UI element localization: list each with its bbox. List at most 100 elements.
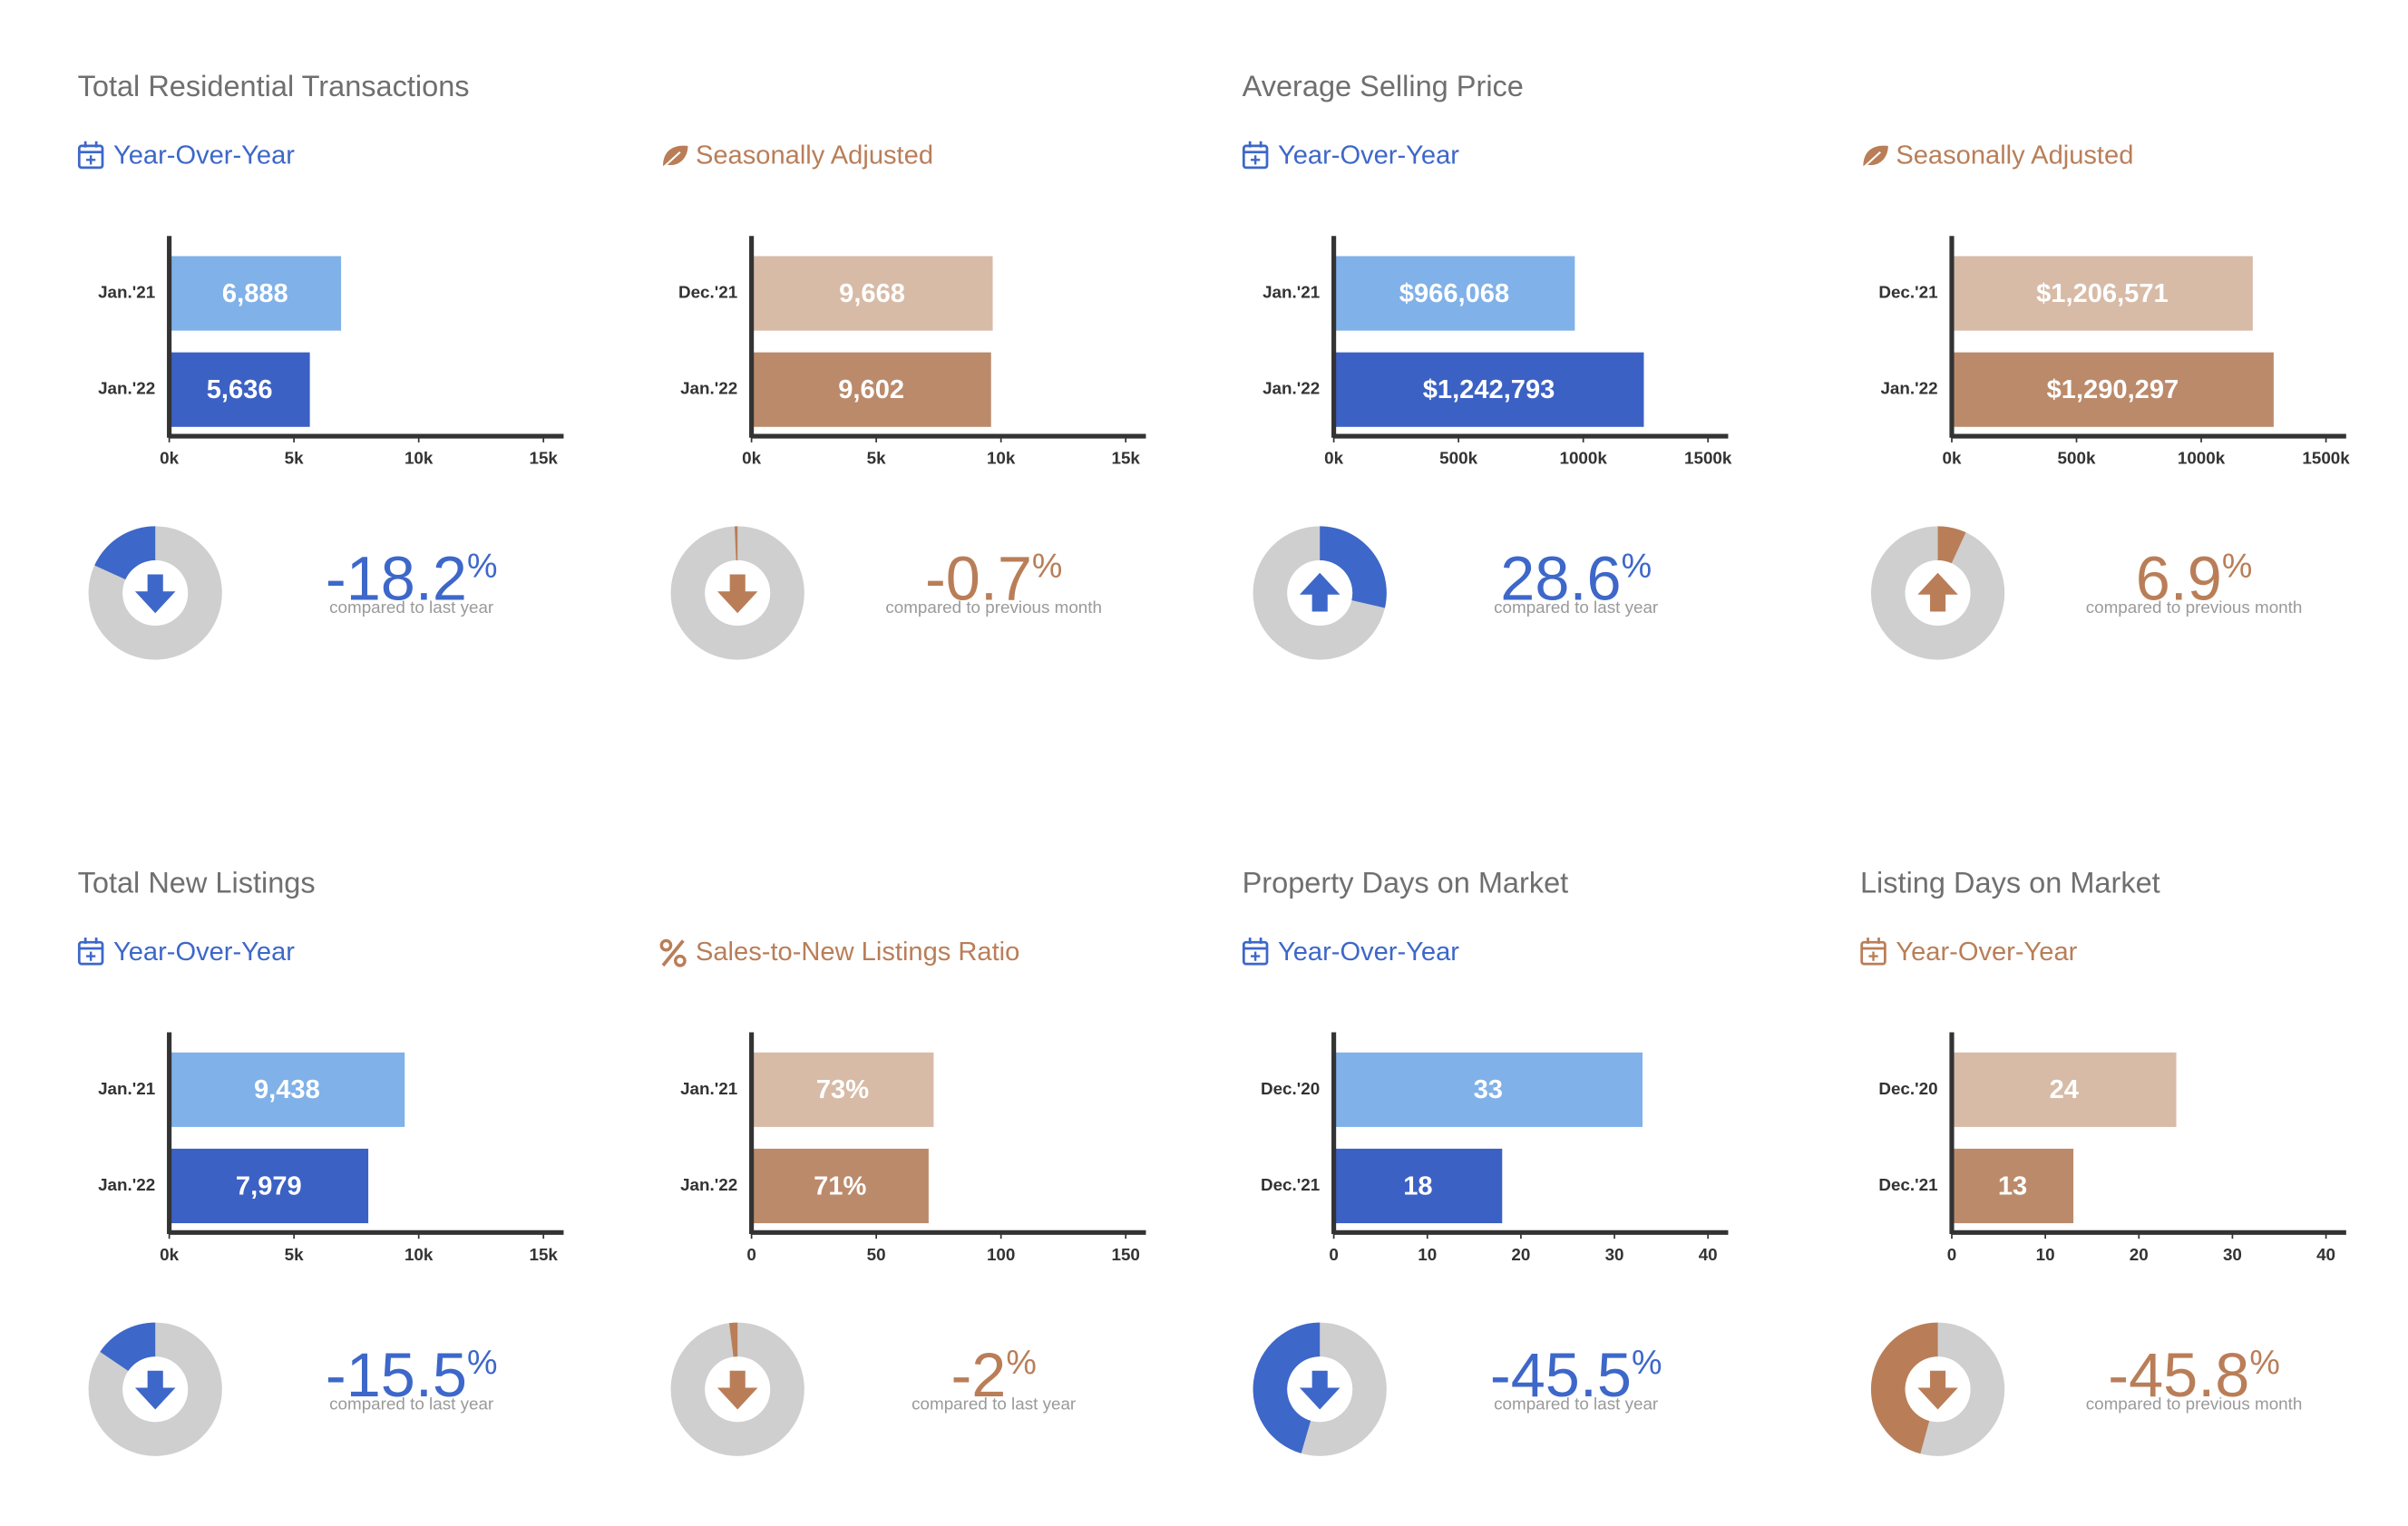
x-tick-label: 40	[1699, 1245, 1718, 1264]
panel: Seasonally Adjusted Dec.'21 $1,206,571 Jan.…	[1862, 141, 2350, 660]
category-label: Dec.'21	[678, 283, 737, 302]
change-caption: compared to last year	[912, 1394, 1076, 1413]
section-title: Average Selling Price	[1243, 70, 1524, 102]
x-tick-label: 30	[2223, 1245, 2242, 1264]
bar	[753, 352, 991, 427]
bar	[1335, 256, 1575, 331]
change-number: -18.2	[326, 544, 467, 614]
donut-wedge	[1320, 526, 1387, 608]
bar	[171, 1052, 405, 1127]
change-number: -0.7	[925, 544, 1032, 614]
direction-arrow	[717, 574, 758, 614]
x-tick-label: 100	[987, 1245, 1015, 1264]
value-label: 71%	[814, 1171, 866, 1200]
direction-arrow	[134, 1370, 176, 1410]
x-tick-label: 0	[1329, 1245, 1338, 1264]
value-label: 73%	[816, 1075, 869, 1104]
change-value: 6.9%	[2136, 544, 2253, 614]
bar	[171, 352, 310, 427]
subtitle: Seasonally Adjusted	[1896, 141, 2133, 170]
category-label: Jan.'22	[680, 379, 737, 398]
change-number: -45.8	[2108, 1340, 2249, 1410]
x-tick-label: 0	[1947, 1245, 1956, 1264]
percent-icon-dot	[674, 954, 687, 967]
calendar-icon-plus	[86, 951, 96, 961]
value-label: 13	[1998, 1171, 2027, 1200]
bar	[1335, 1052, 1643, 1127]
calendar-icon	[1242, 144, 1269, 170]
category-label: Jan.'21	[98, 1079, 155, 1098]
donut-wedge	[1937, 526, 1966, 564]
x-tick-label: 5k	[285, 449, 304, 468]
bar	[1335, 1148, 1503, 1224]
percent-icon-dot	[659, 938, 673, 952]
value-label: 7,979	[236, 1171, 302, 1200]
bar	[1953, 1148, 2074, 1224]
value-label: 18	[1403, 1171, 1432, 1200]
x-tick-label: 10	[1418, 1245, 1437, 1264]
x-tick-label: 150	[1111, 1245, 1139, 1264]
leaf-icon-vein	[662, 151, 681, 169]
x-tick-label: 20	[2130, 1245, 2149, 1264]
value-label: 9,438	[254, 1075, 320, 1104]
subtitle: Year-Over-Year	[1278, 141, 1459, 170]
change-caption: compared to previous month	[2086, 1394, 2303, 1413]
bar	[171, 256, 342, 331]
panel: Sales-to-New Listings Ratio Jan.'21 73% Jan…	[659, 938, 1146, 1456]
change-unit: %	[1622, 547, 1652, 585]
change-caption: compared to last year	[329, 1394, 493, 1413]
change-caption: compared to last year	[1494, 598, 1658, 617]
change-unit: %	[467, 1343, 497, 1381]
value-label: 9,602	[838, 375, 904, 404]
change-unit: %	[2222, 547, 2252, 585]
x-tick-label: 40	[2316, 1245, 2335, 1264]
calendar-icon-plus	[1251, 155, 1261, 165]
bar	[1953, 352, 2274, 427]
change-number: -45.5	[1490, 1340, 1632, 1410]
donut-wedge	[100, 1322, 156, 1372]
subtitle: Year-Over-Year	[113, 141, 295, 170]
category-label: Jan.'21	[98, 283, 155, 302]
donut-wedge	[1253, 1322, 1321, 1453]
leaf-icon-vein	[1862, 151, 1881, 169]
subtitle: Sales-to-New Listings Ratio	[696, 938, 1019, 967]
calendar-icon	[77, 940, 104, 966]
x-tick-label: 10k	[987, 449, 1016, 468]
section-title: Listing Days on Market	[1860, 866, 2160, 899]
calendar-icon-plus	[86, 155, 96, 165]
direction-arrow	[1917, 572, 1958, 612]
category-label: Jan.'22	[98, 379, 155, 398]
direction-arrow	[134, 574, 176, 614]
x-tick-label: 0k	[160, 449, 179, 468]
category-label: Jan.'22	[1880, 379, 1937, 398]
percent-icon-slash	[661, 939, 685, 967]
x-tick-label: 0k	[742, 449, 761, 468]
value-label: $1,206,571	[2036, 279, 2169, 308]
x-tick-label: 500k	[1439, 449, 1477, 468]
x-tick-label: 5k	[867, 449, 886, 468]
x-tick-label: 30	[1605, 1245, 1624, 1264]
change-value: -15.5%	[326, 1340, 498, 1410]
category-label: Dec.'21	[1878, 1175, 1937, 1194]
x-tick-label: 10k	[405, 1245, 434, 1264]
x-tick-label: 0k	[1943, 449, 1962, 468]
x-tick-label: 1000k	[1559, 449, 1607, 468]
x-tick-label: 5k	[285, 1245, 304, 1264]
change-number: 6.9	[2136, 544, 2222, 614]
calendar-icon-plus	[1251, 951, 1261, 961]
change-unit: %	[2249, 1343, 2279, 1381]
panels: Total Residential Transactions Year-Over-…	[77, 70, 2350, 1456]
subtitle: Seasonally Adjusted	[696, 141, 933, 170]
calendar-icon	[1242, 940, 1269, 966]
x-tick-label: 15k	[529, 449, 558, 468]
category-label: Jan.'22	[680, 1175, 737, 1194]
donut-wedge	[1870, 1322, 1938, 1454]
panel: Property Days on Market Year-Over-Year Dec…	[1242, 866, 1729, 1456]
bar	[753, 1052, 934, 1127]
donut-wedge	[728, 1322, 738, 1357]
category-label: Jan.'21	[680, 1079, 737, 1098]
category-label: Dec.'21	[1261, 1175, 1320, 1194]
change-unit: %	[1632, 1343, 1662, 1381]
